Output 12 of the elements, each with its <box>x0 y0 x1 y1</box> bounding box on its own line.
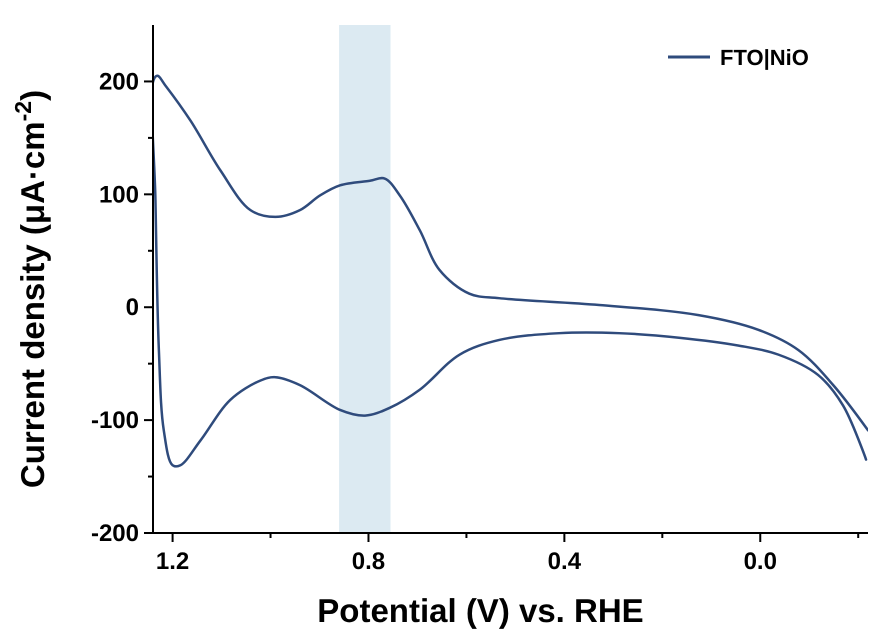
y-tick-label: -200 <box>90 520 139 547</box>
x-axis-title: Potential (V) vs. RHE <box>317 592 644 629</box>
x-tick-label: 0.4 <box>548 548 582 575</box>
line-series <box>153 74 868 467</box>
y-tick-label: 0 <box>126 294 139 322</box>
x-tick-label: 0.0 <box>744 548 777 575</box>
y-tick-label: 100 <box>98 181 139 208</box>
y-tick-label: 200 <box>98 68 139 96</box>
x-tick-label: 1.2 <box>156 548 190 575</box>
y-tick-label: -100 <box>90 407 139 434</box>
legend-label: FTO|NiO <box>720 45 809 70</box>
x-tick-label: 0.8 <box>352 548 386 575</box>
